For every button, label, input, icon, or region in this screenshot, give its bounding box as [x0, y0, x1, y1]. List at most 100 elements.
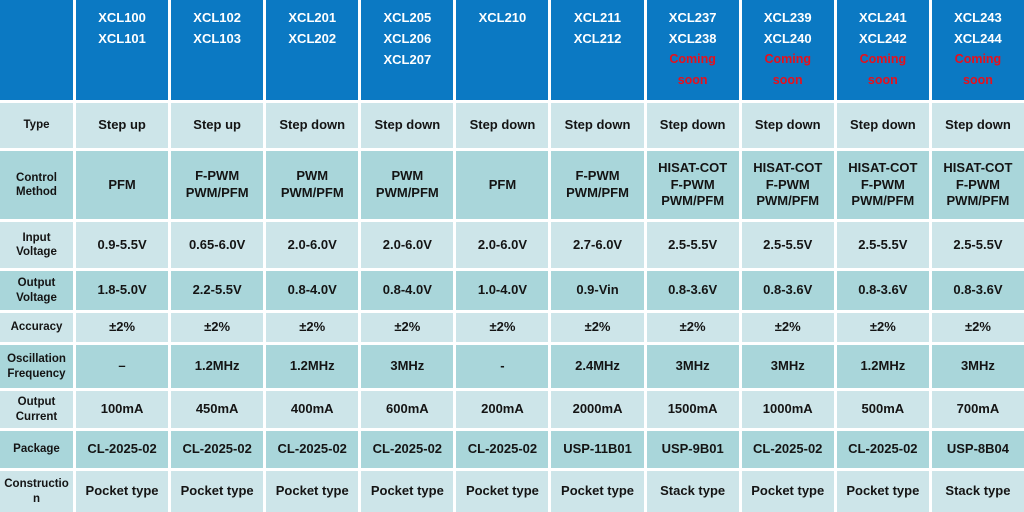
- cell-oscillation-frequency-xcl211: 2.4MHz: [551, 345, 644, 388]
- cell-input-voltage-xcl100: 0.9-5.5V: [76, 222, 169, 268]
- product-model-names: XCL243 XCL244: [954, 10, 1002, 46]
- column-header-xcl241: XCL241 XCL242 Coming soon: [836, 0, 929, 100]
- product-model-names: XCL210: [478, 10, 527, 25]
- cell-output-voltage-xcl243: 0.8-3.6V: [931, 271, 1024, 310]
- cell-construction-xcl205: Pocket type: [361, 471, 454, 512]
- cell-output-current-xcl100: 100mA: [76, 391, 169, 428]
- coming-soon-badge: Coming soon: [764, 52, 811, 87]
- cell-accuracy-xcl205: ±2%: [361, 313, 454, 342]
- cell-oscillation-frequency-xcl102: 1.2MHz: [171, 345, 264, 388]
- cell-type-xcl241: Step down: [836, 103, 929, 148]
- cell-package-xcl211: USP-11B01: [551, 431, 644, 468]
- row-label-oscillation-frequency: Oscillation Frequency: [0, 345, 73, 388]
- cell-input-voltage-xcl211: 2.7-6.0V: [551, 222, 644, 268]
- cell-construction-xcl243: Stack type: [931, 471, 1024, 512]
- row-label-type: Type: [0, 103, 73, 148]
- cell-accuracy-xcl241: ±2%: [836, 313, 929, 342]
- cell-construction-xcl237: Stack type: [646, 471, 739, 512]
- cell-accuracy-xcl239: ±2%: [741, 313, 834, 342]
- row-label-input-voltage: Input Voltage: [0, 222, 73, 268]
- coming-soon-badge: Coming soon: [859, 52, 907, 87]
- cell-control-method-xcl243: HISAT-COT F-PWM PWM/PFM: [931, 151, 1024, 219]
- cell-output-current-xcl243: 700mA: [931, 391, 1024, 428]
- cell-type-xcl102: Step up: [171, 103, 264, 148]
- cell-control-method-xcl239: HISAT-COT F-PWM PWM/PFM: [741, 151, 834, 219]
- cell-output-voltage-xcl102: 2.2-5.5V: [171, 271, 264, 310]
- cell-output-current-xcl239: 1000mA: [741, 391, 834, 428]
- column-header-xcl243: XCL243 XCL244 Coming soon: [931, 0, 1024, 100]
- cell-construction-xcl239: Pocket type: [741, 471, 834, 512]
- column-header-xcl102: XCL102 XCL103: [171, 0, 264, 100]
- product-model-names: XCL201 XCL202: [288, 10, 337, 46]
- row-label-output-voltage: Output Voltage: [0, 271, 73, 310]
- column-header-xcl239: XCL239 XCL240 Coming soon: [741, 0, 834, 100]
- cell-output-current-xcl211: 2000mA: [551, 391, 644, 428]
- cell-control-method-xcl102: F-PWM PWM/PFM: [171, 151, 264, 219]
- cell-oscillation-frequency-xcl205: 3MHz: [361, 345, 454, 388]
- row-label-output-current: Output Current: [0, 391, 73, 428]
- cell-type-xcl201: Step down: [266, 103, 359, 148]
- product-model-names: XCL237 XCL238: [668, 10, 717, 46]
- column-header-xcl201: XCL201 XCL202: [266, 0, 359, 100]
- column-header-xcl237: XCL237 XCL238 Coming soon: [646, 0, 739, 100]
- cell-output-current-xcl210: 200mA: [456, 391, 549, 428]
- cell-construction-xcl102: Pocket type: [171, 471, 264, 512]
- product-model-names: XCL205 XCL206 XCL207: [383, 10, 432, 67]
- cell-output-current-xcl237: 1500mA: [646, 391, 739, 428]
- cell-control-method-xcl210: PFM: [456, 151, 549, 219]
- cell-input-voltage-xcl102: 0.65-6.0V: [171, 222, 264, 268]
- cell-accuracy-xcl201: ±2%: [266, 313, 359, 342]
- coming-soon-badge: Coming soon: [669, 52, 716, 87]
- cell-control-method-xcl241: HISAT-COT F-PWM PWM/PFM: [836, 151, 929, 219]
- column-header-xcl210: XCL210: [456, 0, 549, 100]
- cell-construction-xcl100: Pocket type: [76, 471, 169, 512]
- cell-accuracy-xcl243: ±2%: [931, 313, 1024, 342]
- cell-package-xcl243: USP-8B04: [931, 431, 1024, 468]
- cell-type-xcl237: Step down: [646, 103, 739, 148]
- row-label-package: Package: [0, 431, 73, 468]
- cell-package-xcl241: CL-2025-02: [836, 431, 929, 468]
- cell-construction-xcl210: Pocket type: [456, 471, 549, 512]
- cell-output-current-xcl201: 400mA: [266, 391, 359, 428]
- cell-type-xcl100: Step up: [76, 103, 169, 148]
- product-model-names: XCL241 XCL242: [858, 10, 907, 46]
- cell-control-method-xcl201: PWM PWM/PFM: [266, 151, 359, 219]
- cell-output-current-xcl205: 600mA: [361, 391, 454, 428]
- cell-construction-xcl201: Pocket type: [266, 471, 359, 512]
- cell-type-xcl205: Step down: [361, 103, 454, 148]
- cell-output-voltage-xcl205: 0.8-4.0V: [361, 271, 454, 310]
- cell-construction-xcl241: Pocket type: [836, 471, 929, 512]
- cell-control-method-xcl237: HISAT-COT F-PWM PWM/PFM: [646, 151, 739, 219]
- cell-accuracy-xcl237: ±2%: [646, 313, 739, 342]
- cell-output-voltage-xcl211: 0.9-Vin: [551, 271, 644, 310]
- product-model-names: XCL100 XCL101: [98, 10, 146, 46]
- column-header-xcl205: XCL205 XCL206 XCL207: [361, 0, 454, 100]
- cell-oscillation-frequency-xcl243: 3MHz: [931, 345, 1024, 388]
- cell-accuracy-xcl100: ±2%: [76, 313, 169, 342]
- cell-oscillation-frequency-xcl201: 1.2MHz: [266, 345, 359, 388]
- cell-type-xcl239: Step down: [741, 103, 834, 148]
- product-model-names: XCL211 XCL212: [573, 10, 622, 46]
- cell-type-xcl243: Step down: [931, 103, 1024, 148]
- row-label-control-method: Control Method: [0, 151, 73, 219]
- cell-input-voltage-xcl241: 2.5-5.5V: [836, 222, 929, 268]
- cell-control-method-xcl100: PFM: [76, 151, 169, 219]
- cell-package-xcl205: CL-2025-02: [361, 431, 454, 468]
- column-header-xcl211: XCL211 XCL212: [551, 0, 644, 100]
- column-header-xcl100: XCL100 XCL101: [76, 0, 169, 100]
- cell-oscillation-frequency-xcl210: -: [456, 345, 549, 388]
- cell-type-xcl211: Step down: [551, 103, 644, 148]
- product-model-names: XCL102 XCL103: [193, 10, 241, 46]
- cell-accuracy-xcl102: ±2%: [171, 313, 264, 342]
- cell-input-voltage-xcl201: 2.0-6.0V: [266, 222, 359, 268]
- cell-oscillation-frequency-xcl241: 1.2MHz: [836, 345, 929, 388]
- cell-accuracy-xcl210: ±2%: [456, 313, 549, 342]
- cell-output-voltage-xcl201: 0.8-4.0V: [266, 271, 359, 310]
- coming-soon-badge: Coming soon: [954, 52, 1002, 87]
- cell-control-method-xcl205: PWM PWM/PFM: [361, 151, 454, 219]
- cell-package-xcl239: CL-2025-02: [741, 431, 834, 468]
- cell-output-voltage-xcl239: 0.8-3.6V: [741, 271, 834, 310]
- cell-output-current-xcl102: 450mA: [171, 391, 264, 428]
- cell-package-xcl237: USP-9B01: [646, 431, 739, 468]
